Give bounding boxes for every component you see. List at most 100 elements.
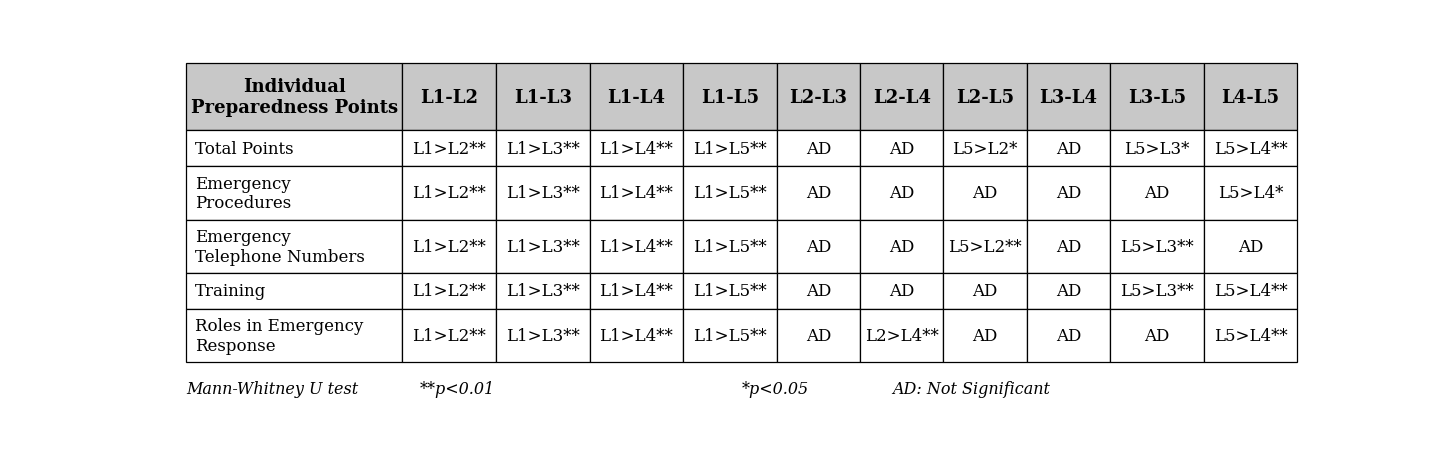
Bar: [186, 220, 403, 273]
Text: L1>L5**: L1>L5**: [693, 327, 767, 344]
Text: L1>L3**: L1>L3**: [505, 283, 579, 300]
Bar: [186, 273, 403, 309]
Bar: [1027, 309, 1110, 363]
Text: L5>L2*: L5>L2*: [953, 140, 1018, 157]
Text: L1>L5**: L1>L5**: [693, 238, 767, 255]
Text: AD: AD: [1144, 185, 1170, 202]
Bar: [403, 309, 497, 363]
Text: *p<0.05: *p<0.05: [742, 381, 809, 397]
Text: L1>L4**: L1>L4**: [599, 327, 673, 344]
Text: L3-L4: L3-L4: [1040, 89, 1097, 106]
Text: AD: AD: [1056, 140, 1082, 157]
Text: L1>L3**: L1>L3**: [505, 140, 579, 157]
Bar: [777, 273, 861, 309]
Text: Emergency
Procedures: Emergency Procedures: [195, 175, 292, 212]
Text: L5>L3**: L5>L3**: [1121, 238, 1194, 255]
Text: AD: AD: [890, 185, 914, 202]
Bar: [589, 64, 683, 131]
Bar: [683, 64, 777, 131]
Bar: [186, 64, 403, 131]
Text: Emergency
Telephone Numbers: Emergency Telephone Numbers: [195, 229, 365, 265]
Bar: [1110, 167, 1204, 220]
Bar: [777, 220, 861, 273]
Text: AD: AD: [1056, 185, 1082, 202]
Text: AD: AD: [890, 238, 914, 255]
Bar: [497, 273, 589, 309]
Text: AD: AD: [1238, 238, 1264, 255]
Bar: [777, 167, 861, 220]
Text: L1>L2**: L1>L2**: [413, 283, 487, 300]
Text: L5>L4**: L5>L4**: [1214, 140, 1288, 157]
Bar: [1204, 309, 1297, 363]
Bar: [861, 273, 943, 309]
Bar: [943, 273, 1027, 309]
Text: L1-L3: L1-L3: [514, 89, 572, 106]
Text: L1>L2**: L1>L2**: [413, 238, 487, 255]
Text: L2-L4: L2-L4: [872, 89, 931, 106]
Bar: [861, 64, 943, 131]
Bar: [777, 131, 861, 167]
Text: L1-L4: L1-L4: [608, 89, 666, 106]
Bar: [777, 309, 861, 363]
Text: L5>L2**: L5>L2**: [949, 238, 1022, 255]
Bar: [861, 309, 943, 363]
Bar: [1027, 64, 1110, 131]
Bar: [1027, 220, 1110, 273]
Bar: [943, 131, 1027, 167]
Text: L1>L4**: L1>L4**: [599, 238, 673, 255]
Bar: [497, 309, 589, 363]
Bar: [403, 131, 497, 167]
Bar: [497, 131, 589, 167]
Text: AD: AD: [1056, 238, 1082, 255]
Bar: [1204, 167, 1297, 220]
Bar: [186, 167, 403, 220]
Bar: [943, 64, 1027, 131]
Text: L1>L3**: L1>L3**: [505, 327, 579, 344]
Text: L1>L3**: L1>L3**: [505, 238, 579, 255]
Text: L4-L5: L4-L5: [1222, 89, 1279, 106]
Bar: [589, 273, 683, 309]
Bar: [589, 220, 683, 273]
Bar: [589, 167, 683, 220]
Text: AD: AD: [1056, 283, 1082, 300]
Text: AD: Not Significant: AD: Not Significant: [892, 381, 1050, 397]
Text: Training: Training: [195, 283, 266, 300]
Bar: [1110, 64, 1204, 131]
Text: Total Points: Total Points: [195, 140, 293, 157]
Text: AD: AD: [806, 140, 832, 157]
Text: Individual
Preparedness Points: Individual Preparedness Points: [191, 78, 399, 117]
Bar: [1204, 220, 1297, 273]
Bar: [497, 64, 589, 131]
Bar: [186, 131, 403, 167]
Bar: [683, 220, 777, 273]
Text: L1>L5**: L1>L5**: [693, 140, 767, 157]
Text: AD: AD: [806, 327, 832, 344]
Bar: [403, 64, 497, 131]
Text: L5>L4**: L5>L4**: [1214, 283, 1288, 300]
Bar: [683, 167, 777, 220]
Text: L1>L5**: L1>L5**: [693, 185, 767, 202]
Bar: [861, 167, 943, 220]
Bar: [1204, 64, 1297, 131]
Text: L1>L3**: L1>L3**: [505, 185, 579, 202]
Text: AD: AD: [806, 238, 832, 255]
Bar: [683, 273, 777, 309]
Bar: [497, 220, 589, 273]
Text: L1>L2**: L1>L2**: [413, 185, 487, 202]
Bar: [1027, 167, 1110, 220]
Text: Roles in Emergency
Response: Roles in Emergency Response: [195, 318, 364, 354]
Bar: [683, 309, 777, 363]
Bar: [589, 131, 683, 167]
Bar: [1027, 273, 1110, 309]
Text: L5>L3*: L5>L3*: [1125, 140, 1190, 157]
Bar: [1204, 131, 1297, 167]
Text: L1>L2**: L1>L2**: [413, 140, 487, 157]
Bar: [1110, 220, 1204, 273]
Bar: [1027, 131, 1110, 167]
Bar: [777, 64, 861, 131]
Bar: [403, 273, 497, 309]
Bar: [861, 131, 943, 167]
Text: **p<0.01: **p<0.01: [419, 381, 495, 397]
Text: AD: AD: [972, 327, 998, 344]
Text: L1>L5**: L1>L5**: [693, 283, 767, 300]
